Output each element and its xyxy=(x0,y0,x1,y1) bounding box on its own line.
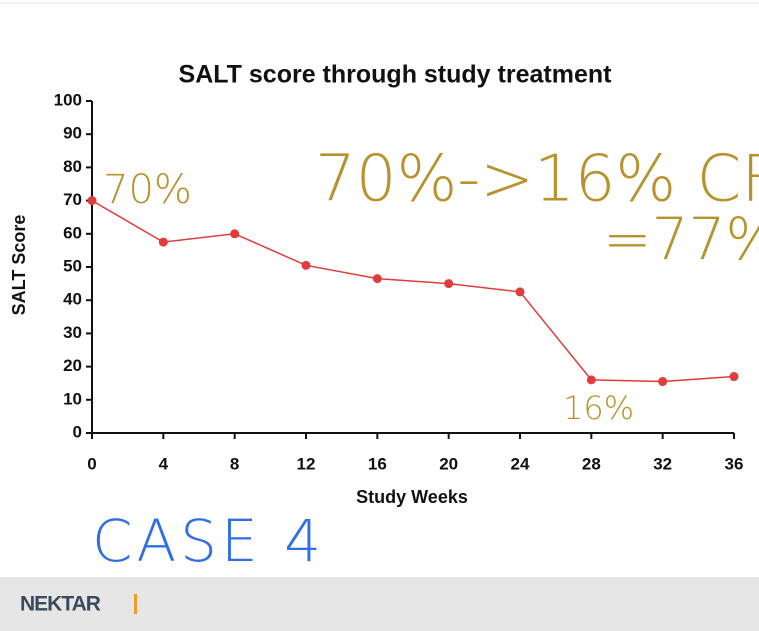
chart-title: SALT score through study treatment xyxy=(179,61,613,89)
data-point xyxy=(230,229,240,239)
x-tick-label: 28 xyxy=(582,454,601,473)
x-tick-label: 16 xyxy=(368,454,387,473)
data-point xyxy=(444,279,454,289)
y-tick-label: 20 xyxy=(63,356,82,375)
y-tick-label: 90 xyxy=(63,124,82,143)
x-tick-label: 12 xyxy=(297,454,316,473)
data-point xyxy=(586,375,596,385)
x-tick-label: 32 xyxy=(653,454,672,473)
handwritten-annotation: =77% xyxy=(603,205,759,273)
footer-divider xyxy=(134,594,137,614)
data-point xyxy=(658,377,668,387)
y-axis-label: SALT Score xyxy=(9,215,29,316)
series-line xyxy=(91,199,735,383)
data-point xyxy=(87,196,97,206)
x-tick-label: 36 xyxy=(725,454,744,473)
y-tick-label: 30 xyxy=(63,323,82,342)
footer-logo: NEKTAR xyxy=(20,593,101,616)
handwritten-annotation: 16% xyxy=(563,389,634,427)
footer-bar xyxy=(0,577,759,631)
y-tick-label: 0 xyxy=(73,422,82,441)
handwritten-annotation: 70%->16% CFB xyxy=(315,143,759,217)
data-point xyxy=(301,260,311,270)
x-tick-label: 24 xyxy=(511,454,530,473)
y-tick-label: 100 xyxy=(54,90,82,109)
x-tick-label: 0 xyxy=(87,454,96,473)
data-point xyxy=(158,237,168,247)
handwritten-annotation: 70% xyxy=(103,167,192,213)
x-tick-label: 20 xyxy=(439,454,458,473)
y-tick-label: 10 xyxy=(63,389,82,408)
handwritten-note: CASE 4 xyxy=(92,507,325,575)
y-tick-label: 80 xyxy=(63,157,82,176)
y-tick-label: 40 xyxy=(63,290,82,309)
y-tick-label: 70 xyxy=(63,190,82,209)
data-point xyxy=(372,274,382,284)
y-tick-label: 50 xyxy=(63,256,82,275)
x-axis-label: Study Weeks xyxy=(356,487,468,507)
y-tick-label: 60 xyxy=(63,223,82,242)
data-point xyxy=(729,372,739,382)
x-tick-label: 4 xyxy=(159,454,169,473)
data-point xyxy=(515,287,525,297)
x-tick-label: 8 xyxy=(230,454,239,473)
